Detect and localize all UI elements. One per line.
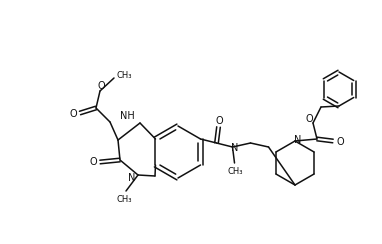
Text: N: N [231, 143, 238, 153]
Text: NH: NH [120, 111, 135, 121]
Text: N: N [128, 173, 136, 183]
Text: N: N [294, 135, 302, 145]
Text: CH₃: CH₃ [116, 71, 132, 81]
Text: O: O [97, 81, 105, 91]
Text: O: O [89, 157, 97, 167]
Text: O: O [216, 116, 223, 126]
Text: CH₃: CH₃ [228, 166, 243, 175]
Text: CH₃: CH₃ [116, 195, 132, 204]
Text: O: O [336, 137, 344, 147]
Text: O: O [305, 114, 313, 124]
Text: O: O [69, 109, 77, 119]
